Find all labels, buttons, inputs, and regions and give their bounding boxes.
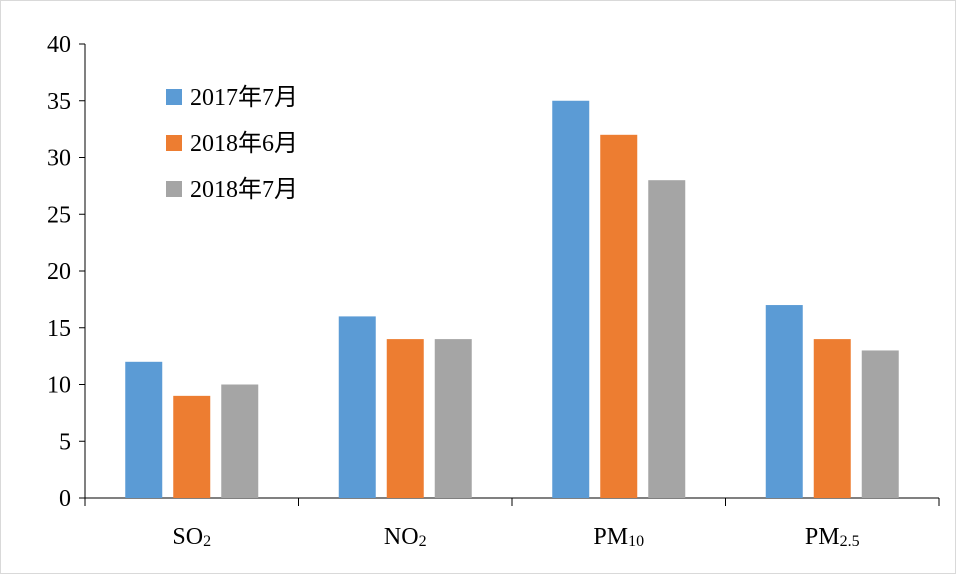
bar <box>125 361 163 498</box>
x-tick-label: SO2 <box>172 524 211 550</box>
y-tick-label: 35 <box>47 89 71 115</box>
bar <box>173 395 211 498</box>
bar <box>861 350 899 498</box>
y-tick-label: 10 <box>47 373 71 399</box>
y-tick-label: 40 <box>47 32 71 58</box>
y-tick-label: 20 <box>47 259 71 285</box>
legend-label: 2018年7月 <box>190 176 298 203</box>
y-tick-label: 25 <box>47 202 71 228</box>
bars <box>125 100 899 499</box>
x-tick-label: PM10 <box>593 524 644 550</box>
bar <box>386 339 424 498</box>
legend-swatch <box>166 135 182 151</box>
x-tick-label: NO2 <box>384 524 427 550</box>
bar <box>338 316 376 498</box>
bar <box>552 100 590 498</box>
legend-label: 2017年7月 <box>190 84 298 111</box>
y-tick-label: 5 <box>59 429 71 455</box>
legend-swatch <box>166 181 182 197</box>
y-tick-label: 15 <box>47 316 71 342</box>
labels: 0 5 10 15 20 25 30 35 40 SO2 NO2 PM10 PM2.5 <box>47 32 860 550</box>
x-tick-label: PM2.5 <box>805 524 860 550</box>
bar <box>813 339 851 498</box>
bar <box>434 339 472 498</box>
legend-label: 2018年6月 <box>190 130 298 157</box>
y-tick-label: 0 <box>59 486 71 512</box>
legend-swatch <box>166 89 182 105</box>
bar <box>648 180 686 498</box>
bar <box>600 134 638 499</box>
y-tick-label: 30 <box>47 146 71 172</box>
bar <box>765 305 803 498</box>
legend: 2017年7月 2018年6月 2018年7月 <box>166 84 298 203</box>
bar <box>221 384 259 498</box>
